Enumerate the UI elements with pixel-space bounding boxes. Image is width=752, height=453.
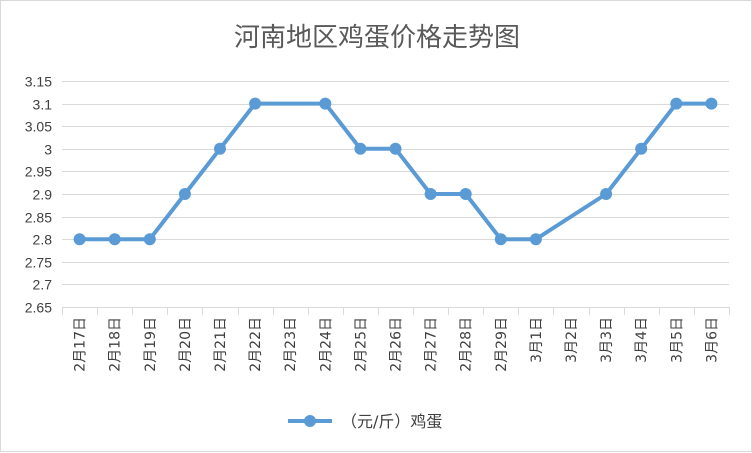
x-tick-label: 2月21日: [213, 317, 229, 372]
x-tick-label: 2月29日: [494, 317, 510, 372]
data-point: [143, 233, 156, 246]
y-tick-label: 3.15: [25, 74, 52, 90]
x-tick-label: 2月26日: [389, 317, 405, 372]
x-tick-label: 3月4日: [634, 317, 650, 363]
legend-label: （元/斤）鸡蛋: [341, 412, 442, 431]
x-tick-label: 2月22日: [248, 317, 264, 372]
y-tick-label: 2.95: [25, 164, 52, 180]
y-tick-label: 3: [44, 142, 52, 158]
x-tick-label: 3月6日: [704, 317, 720, 363]
data-point: [178, 188, 191, 200]
series-layer: [73, 97, 718, 246]
data-point: [108, 233, 121, 246]
x-tick-label: 2月17日: [73, 317, 89, 372]
y-tick-label: 3.1: [33, 97, 53, 113]
data-point: [635, 142, 648, 155]
x-tick-label: 2月20日: [178, 317, 194, 372]
y-axis-ticks: 3.15 3.1 3.05 3 2.95 2.9 2.85 2.8 2.75 2.7 2.65: [25, 74, 52, 316]
y-tick-label: 2.85: [25, 210, 52, 226]
data-point: [354, 142, 367, 155]
x-tick-label: 2月28日: [459, 317, 475, 372]
data-point: [319, 97, 332, 110]
x-axis-ticks: 2月17日 2月18日 2月19日 2月20日 2月21日 2月22日 2月23日 2月24日…: [73, 317, 721, 372]
y-tick-label: 2.75: [25, 255, 52, 271]
x-tick-label: 2月23日: [283, 317, 299, 372]
x-tick-label: 3月3日: [599, 317, 615, 363]
y-tick-label: 2.8: [33, 232, 53, 248]
data-point: [670, 97, 683, 110]
data-point: [705, 97, 718, 110]
data-point: [459, 188, 472, 200]
data-point: [494, 233, 507, 246]
data-point: [389, 142, 402, 155]
y-tick-label: 2.65: [25, 300, 52, 316]
data-point: [529, 233, 542, 246]
x-tick-label: 2月24日: [318, 317, 334, 372]
x-tick-label: 3月2日: [564, 317, 580, 363]
chart-title: 河南地区鸡蛋价格走势图: [234, 23, 520, 53]
data-point: [600, 188, 613, 200]
x-tick-label: 2月25日: [353, 317, 369, 372]
x-tick-label: 2月19日: [143, 317, 159, 372]
x-tick-label: 3月5日: [669, 317, 685, 363]
data-point: [214, 142, 226, 155]
y-tick-label: 3.05: [25, 119, 52, 135]
data-point: [424, 188, 437, 200]
y-tick-label: 2.9: [33, 187, 53, 203]
x-tick-label: 2月27日: [424, 317, 440, 372]
gridlines: [62, 81, 730, 315]
y-tick-label: 2.7: [33, 277, 53, 293]
data-point: [249, 97, 262, 110]
x-tick-label: 2月18日: [108, 317, 124, 372]
x-tick-label: 3月1日: [529, 317, 545, 363]
data-point: [73, 233, 86, 246]
legend[interactable]: （元/斤）鸡蛋: [288, 412, 442, 431]
legend-point-marker: [304, 415, 316, 427]
